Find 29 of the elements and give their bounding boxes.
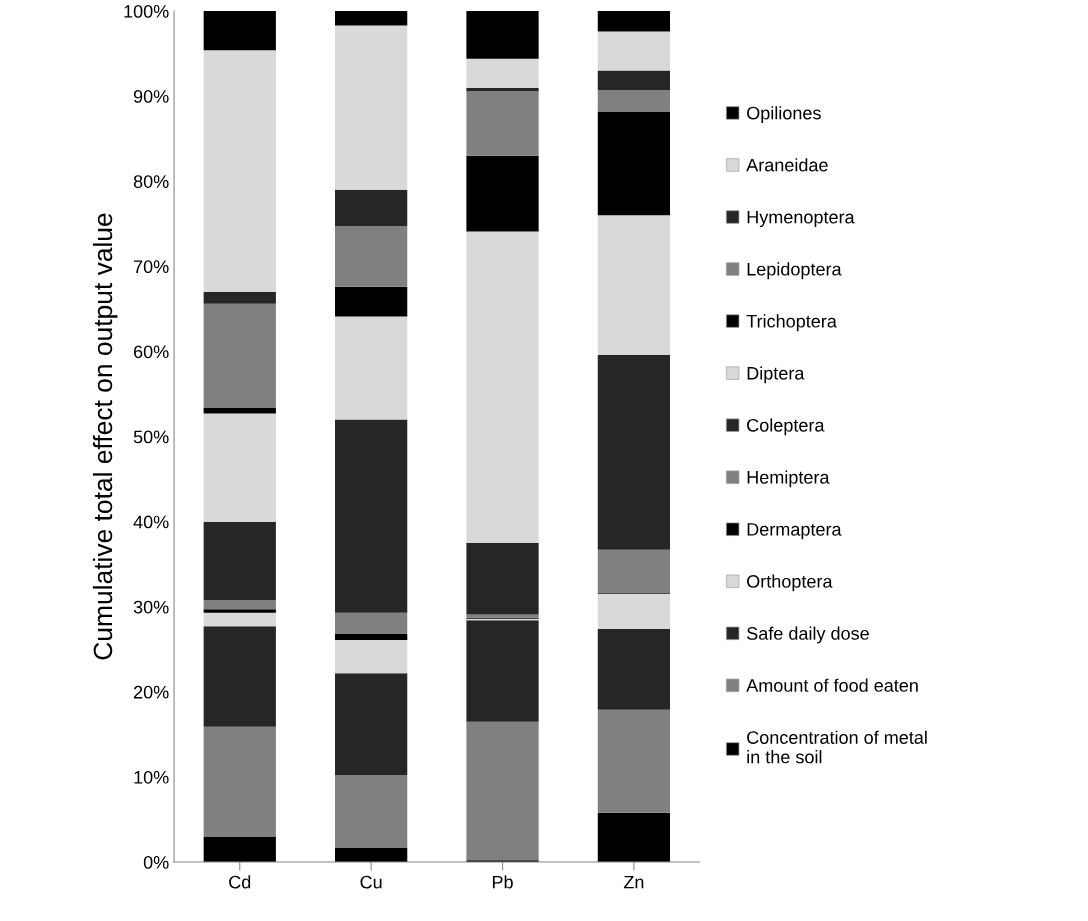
y-tick-label: 0% <box>143 855 169 869</box>
y-tick-label: 10% <box>134 770 169 784</box>
y-tick-label: 100% <box>124 4 169 18</box>
legend-label: Amount of food eaten <box>746 678 918 692</box>
legend-label: Concentration of metal in the soil <box>747 730 927 764</box>
y-tick-label: 20% <box>133 685 169 699</box>
legend-label: Coleptera <box>747 418 825 436</box>
x-tick-label: Cd <box>229 875 251 889</box>
y-tick-label: 90% <box>133 90 169 103</box>
legend-label: Hemiptera <box>747 470 830 488</box>
x-tick-label: Pb <box>492 875 513 889</box>
y-tick-label: 60% <box>134 345 169 359</box>
x-tick-label: Zn <box>623 875 644 889</box>
legend-label: Safe daily dose <box>747 626 869 644</box>
y-tick-label: 70% <box>134 260 169 274</box>
y-axis-title: Cumulative total effect on output value <box>92 213 118 660</box>
legend-label: Araneidae <box>746 158 828 172</box>
x-tick-label: Cu <box>360 875 382 889</box>
legend-label: Lepidoptera <box>747 262 842 280</box>
y-tick-label: 40% <box>133 515 169 529</box>
y-tick-label: 30% <box>133 600 169 614</box>
legend-label: Diptera <box>747 366 805 384</box>
legend-label: Orthoptera <box>747 574 833 592</box>
legend-label: Opiliones <box>747 106 821 124</box>
y-tick-label: 80% <box>133 175 169 188</box>
y-tick-label: 50% <box>133 430 169 444</box>
legend-label: Trichoptera <box>746 314 837 332</box>
legend-label: Dermaptera <box>747 523 842 540</box>
legend-label: Hymenoptera <box>747 210 855 228</box>
